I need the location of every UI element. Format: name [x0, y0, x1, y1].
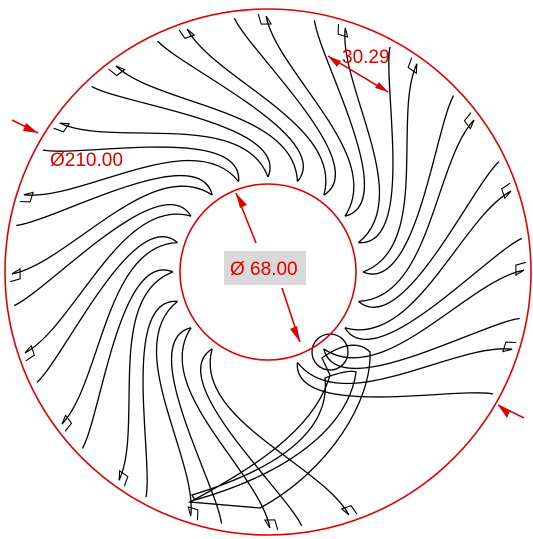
blade-tip-10 — [503, 342, 516, 352]
blade-7 — [358, 120, 499, 307]
blade-2 — [116, 41, 303, 182]
blade-17 — [37, 237, 178, 424]
slotted-blade — [190, 334, 370, 508]
outer-diameter-leader-left — [12, 120, 38, 133]
blade-tip-14 — [265, 520, 278, 530]
blade-19 — [12, 176, 212, 274]
blade-tip-20 — [20, 192, 33, 202]
blade-tip-9 — [516, 262, 526, 275]
outer-diameter-label: Ø210.00 — [50, 150, 123, 171]
blade-tip-5 — [338, 24, 348, 37]
inner-diameter-dimension: Ø 68.00 — [224, 193, 306, 342]
blade-tip-4 — [258, 14, 271, 24]
outer-diameter-leader-right — [498, 405, 524, 418]
blade-15 — [143, 301, 191, 516]
blade-tip-19 — [10, 269, 20, 282]
blade-spacing-label: 30.29 — [342, 47, 390, 68]
blade-tip-15 — [188, 507, 198, 520]
inner-diameter-label: Ø 68.00 — [230, 259, 298, 280]
blade-9 — [324, 270, 524, 368]
blade-14 — [172, 328, 270, 528]
